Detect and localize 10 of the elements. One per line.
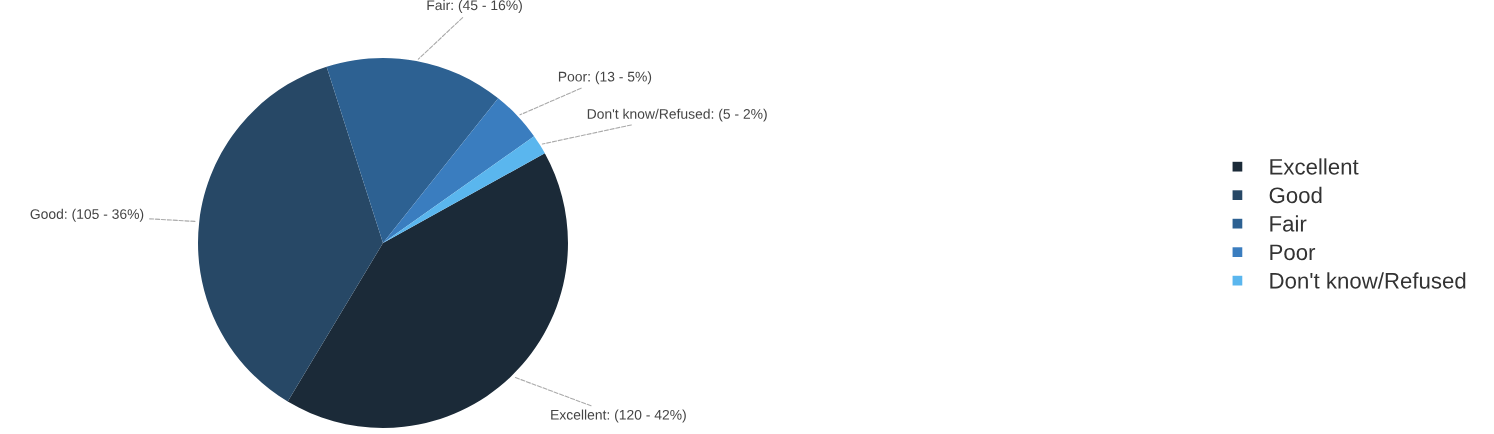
legend-label: Fair [1270,215,1307,232]
data-label: Excellent: (120 - 42%) [551,409,686,423]
data-label: Fair: (45 - 16%) [427,0,522,13]
legend-label: Excellent [1270,158,1359,175]
data-label: Don't know/Refused: (5 - 2%) [587,108,767,122]
legend-label: Good [1269,186,1322,204]
legend-label: Don't know/Refused [1270,272,1466,289]
legend-label: Poor [1270,244,1316,261]
data-label: Good: (105 - 36%) [30,208,144,222]
data-label: Poor: (13 - 5%) [558,71,652,85]
